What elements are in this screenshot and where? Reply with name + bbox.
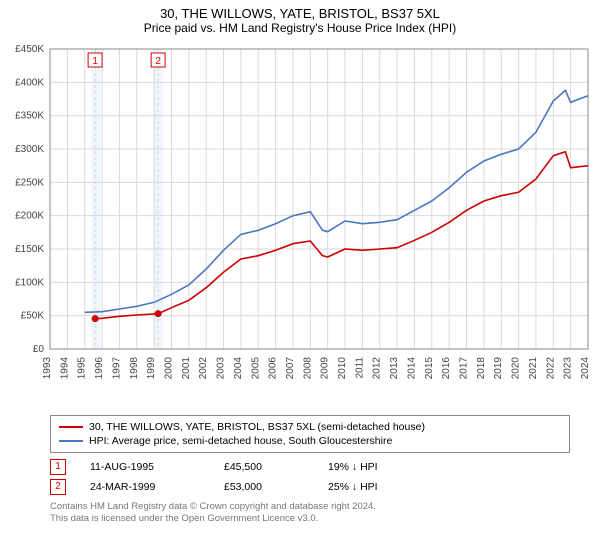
svg-text:£300K: £300K	[15, 144, 44, 155]
chart-subtitle: Price paid vs. HM Land Registry's House …	[0, 21, 600, 39]
svg-text:2006: 2006	[268, 357, 279, 380]
svg-text:£250K: £250K	[15, 177, 44, 188]
svg-text:1: 1	[92, 56, 98, 67]
svg-text:£50K: £50K	[21, 311, 45, 322]
chart-container: 30, THE WILLOWS, YATE, BRISTOL, BS37 5XL…	[0, 0, 600, 526]
svg-text:2007: 2007	[285, 357, 296, 380]
sale-pct-vs-hpi: 25% ↓ HPI	[328, 481, 438, 493]
sale-price: £53,000	[224, 481, 304, 493]
svg-text:1997: 1997	[111, 357, 122, 380]
footer-line-2: This data is licensed under the Open Gov…	[50, 513, 570, 525]
svg-text:2017: 2017	[459, 357, 470, 380]
svg-text:2016: 2016	[441, 357, 452, 380]
sales-table: 1 11-AUG-1995 £45,500 19% ↓ HPI 2 24-MAR-1999…	[50, 457, 570, 497]
sale-row: 2 24-MAR-1999 £53,000 25% ↓ HPI	[50, 477, 570, 497]
svg-text:2024: 2024	[580, 357, 591, 380]
svg-text:2011: 2011	[354, 357, 365, 379]
svg-text:2013: 2013	[389, 357, 400, 380]
svg-text:2005: 2005	[250, 357, 261, 380]
sale-date: 24-MAR-1999	[90, 481, 200, 493]
legend-swatch	[59, 426, 83, 428]
svg-text:2014: 2014	[406, 357, 417, 380]
sale-marker-icon: 2	[50, 479, 66, 495]
svg-text:1999: 1999	[146, 357, 157, 380]
chart-svg: £0 £50K £100K £150K £200K £250K £300K £350K £400…	[0, 39, 600, 409]
svg-text:2009: 2009	[320, 357, 331, 380]
svg-text:2023: 2023	[563, 357, 574, 380]
legend-row: 30, THE WILLOWS, YATE, BRISTOL, BS37 5XL…	[59, 420, 561, 434]
legend-label: 30, THE WILLOWS, YATE, BRISTOL, BS37 5XL…	[89, 421, 425, 433]
svg-text:2020: 2020	[511, 357, 522, 380]
svg-text:2021: 2021	[528, 357, 539, 380]
svg-text:1998: 1998	[129, 357, 140, 380]
chart-plot-area: £0 £50K £100K £150K £200K £250K £300K £350K £400…	[0, 39, 600, 409]
footer-attribution: Contains HM Land Registry data © Crown c…	[50, 501, 570, 526]
sale-pct-vs-hpi: 19% ↓ HPI	[328, 461, 438, 473]
svg-text:2003: 2003	[216, 357, 227, 380]
svg-text:£0: £0	[33, 344, 45, 355]
svg-text:£150K: £150K	[15, 244, 44, 255]
svg-text:1996: 1996	[94, 357, 105, 380]
svg-text:2000: 2000	[163, 357, 174, 380]
svg-text:2019: 2019	[493, 357, 504, 380]
sale-row: 1 11-AUG-1995 £45,500 19% ↓ HPI	[50, 457, 570, 477]
svg-text:2001: 2001	[181, 357, 192, 380]
svg-text:£200K: £200K	[15, 211, 44, 222]
sale-date: 11-AUG-1995	[90, 461, 200, 473]
svg-text:£350K: £350K	[15, 111, 44, 122]
svg-text:£400K: £400K	[15, 77, 44, 88]
svg-text:2008: 2008	[302, 357, 313, 380]
svg-text:£450K: £450K	[15, 44, 44, 55]
svg-text:2022: 2022	[545, 357, 556, 380]
svg-text:2015: 2015	[424, 357, 435, 380]
svg-text:2012: 2012	[372, 357, 383, 380]
svg-text:2010: 2010	[337, 357, 348, 380]
svg-text:2004: 2004	[233, 357, 244, 380]
legend-label: HPI: Average price, semi-detached house,…	[89, 435, 392, 447]
svg-text:2002: 2002	[198, 357, 209, 380]
legend: 30, THE WILLOWS, YATE, BRISTOL, BS37 5XL…	[50, 415, 570, 453]
footer-line-1: Contains HM Land Registry data © Crown c…	[50, 501, 570, 513]
sale-marker-icon: 1	[50, 459, 66, 475]
svg-text:1993: 1993	[42, 357, 53, 380]
svg-text:£100K: £100K	[15, 277, 44, 288]
chart-title: 30, THE WILLOWS, YATE, BRISTOL, BS37 5XL	[0, 0, 600, 21]
legend-swatch	[59, 440, 83, 442]
svg-text:1995: 1995	[77, 357, 88, 380]
svg-text:1994: 1994	[59, 357, 70, 380]
legend-row: HPI: Average price, semi-detached house,…	[59, 434, 561, 448]
sale-price: £45,500	[224, 461, 304, 473]
svg-text:2018: 2018	[476, 357, 487, 380]
svg-text:2: 2	[155, 56, 161, 67]
